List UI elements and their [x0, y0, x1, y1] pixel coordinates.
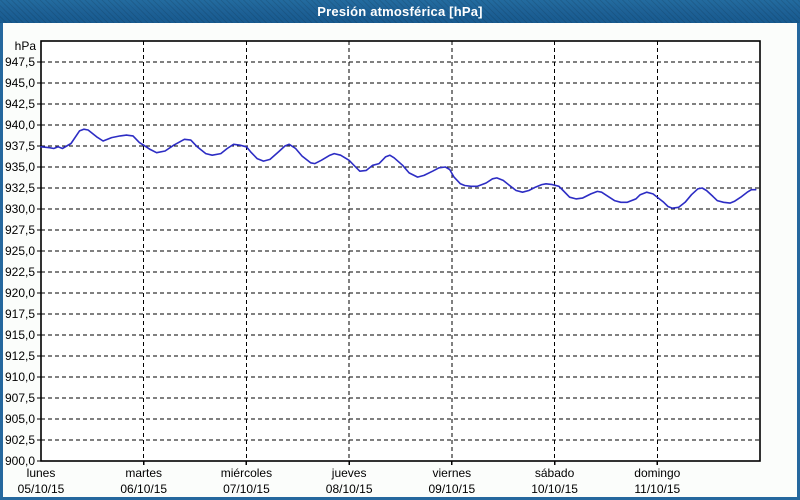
window-border-right: [797, 23, 800, 500]
y-tick-label: 947,5: [5, 55, 35, 69]
window-title: Presión atmosférica [hPa]: [317, 4, 483, 19]
x-day-label: lunes: [27, 466, 56, 480]
y-tick-label: 922,5: [5, 265, 35, 279]
x-date-label: 05/10/15: [18, 482, 65, 496]
x-date-label: 08/10/15: [326, 482, 373, 496]
y-tick-label: 900,0: [5, 454, 35, 468]
y-tick-label: 940,0: [5, 118, 35, 132]
x-day-label: martes: [125, 466, 162, 480]
x-date-label: 10/10/15: [531, 482, 578, 496]
window-border-left: [0, 23, 3, 500]
x-date-label: 09/10/15: [428, 482, 475, 496]
y-tick-label: 910,0: [5, 370, 35, 384]
y-tick-label: 937,5: [5, 139, 35, 153]
x-day-label: jueves: [331, 466, 367, 480]
y-tick-label: 905,0: [5, 412, 35, 426]
y-tick-label: 925,0: [5, 244, 35, 258]
y-tick-label: 942,5: [5, 97, 35, 111]
y-tick-label: 935,0: [5, 160, 35, 174]
y-tick-label: 917,5: [5, 307, 35, 321]
x-day-label: domingo: [634, 466, 680, 480]
x-date-label: 07/10/15: [223, 482, 270, 496]
x-day-label: sábado: [535, 466, 575, 480]
y-tick-label: 945,0: [5, 76, 35, 90]
pressure-line: [40, 128, 757, 209]
y-tick-label: 920,0: [5, 286, 35, 300]
window-border-bottom: [0, 497, 800, 500]
x-day-label: miércoles: [221, 466, 272, 480]
x-date-label: 11/10/15: [634, 482, 680, 496]
y-axis-unit-label: hPa: [15, 39, 37, 53]
y-tick-label: 930,0: [5, 202, 35, 216]
x-day-label: viernes: [433, 466, 472, 480]
y-tick-label: 932,5: [5, 181, 35, 195]
y-tick-label: 927,5: [5, 223, 35, 237]
y-tick-label: 902,5: [5, 433, 35, 447]
title-bar: Presión atmosférica [hPa]: [0, 0, 800, 23]
y-tick-label: 915,0: [5, 328, 35, 342]
y-tick-label: 912,5: [5, 349, 35, 363]
x-date-label: 06/10/15: [120, 482, 167, 496]
y-tick-label: 907,5: [5, 391, 35, 405]
